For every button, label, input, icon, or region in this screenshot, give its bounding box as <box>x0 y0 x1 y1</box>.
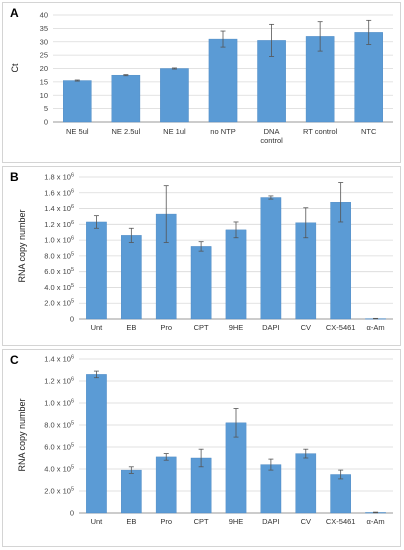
y-tick-label: 1.2 x 106 <box>44 377 74 386</box>
y-tick-label: 25 <box>40 51 48 60</box>
y-tick-label: 1.0 x 106 <box>44 399 74 408</box>
y-tick-label: 1.8 x 106 <box>44 173 74 182</box>
bar <box>63 80 92 123</box>
category-label: α-Am <box>367 517 385 526</box>
category-label: CPT <box>194 323 209 332</box>
panel-letter: C <box>10 353 19 367</box>
category-label: NE 5ul <box>66 127 89 136</box>
category-label: no NTP <box>210 127 235 136</box>
category-label: CV <box>301 517 311 526</box>
bar <box>190 246 212 320</box>
bar <box>86 221 107 320</box>
y-tick-label: 35 <box>40 24 48 33</box>
y-tick-label: 1.4 x 106 <box>44 355 74 364</box>
bar <box>155 456 177 514</box>
y-axis-title: RNA copy number <box>17 398 27 471</box>
bar <box>295 453 317 514</box>
y-tick-label: 1.6 x 106 <box>44 188 74 197</box>
category-label: RT control <box>303 127 338 136</box>
rna-copy-chart-b: 0 2.0 x 105 4.0 x 105 6.0 x 105 8.0 x 105 1.0… <box>17 173 393 332</box>
y-tick-label: 4.0 x 105 <box>44 283 74 292</box>
y-tick-label: 20 <box>40 64 48 73</box>
y-tick-label: 6.0 x 105 <box>44 443 74 452</box>
panel-a: A 0 5 10 15 20 25 30 35 40 Ct NE 5ul NE 2.5ul NE 1ul… <box>2 2 401 163</box>
category-label: 9HE <box>229 517 244 526</box>
y-tick-label: 1.0 x 106 <box>44 236 74 245</box>
y-tick-label: 1.4 x 106 <box>44 204 74 213</box>
category-label: NTC <box>361 127 377 136</box>
panel-letter: A <box>10 6 19 20</box>
y-tick-label: 1.2 x 106 <box>44 220 74 229</box>
y-tick-label: 2.0 x 105 <box>44 487 74 496</box>
y-tick-label: 5 <box>44 104 48 113</box>
y-axis-title: RNA copy number <box>17 209 27 282</box>
category-label: 9HE <box>229 323 244 332</box>
panel-letter: B <box>10 170 19 184</box>
category-label: CX-5461 <box>326 517 356 526</box>
category-label: DAPI <box>262 323 280 332</box>
bar <box>330 474 351 514</box>
category-label: NE 1ul <box>163 127 186 136</box>
category-label: DAPI <box>262 517 280 526</box>
bar <box>86 374 107 514</box>
y-tick-label: 40 <box>40 11 48 20</box>
bar <box>121 469 142 514</box>
bar <box>354 32 383 123</box>
y-tick-label: 10 <box>40 91 48 100</box>
y-tick-label: 8.0 x 105 <box>44 421 74 430</box>
category-label: control <box>260 136 283 145</box>
y-tick-label: 0 <box>44 118 48 127</box>
y-tick-label: 15 <box>40 77 48 86</box>
y-tick-label: 8.0 x 105 <box>44 251 74 260</box>
bar <box>260 464 282 514</box>
category-label: CPT <box>194 517 209 526</box>
y-tick-label: 0 <box>70 509 74 518</box>
y-tick-label: 30 <box>40 37 48 46</box>
y-tick-label: 2.0 x 105 <box>44 299 74 308</box>
y-tick-label: 0 <box>70 315 74 324</box>
y-tick-label: 4.0 x 105 <box>44 465 74 474</box>
y-axis-title: Ct <box>10 63 20 72</box>
bar <box>111 74 141 123</box>
bar <box>121 235 142 320</box>
panel-b: B 0 2.0 x 105 4.0 x 105 6.0 x 105 8.0 x 105 1… <box>2 166 401 346</box>
panel-c: C 0 2.0 x 105 4.0 x 105 6.0 x 105 8.0 x 105 1… <box>2 349 401 547</box>
category-label: EB <box>126 517 136 526</box>
bar <box>208 38 238 123</box>
bar <box>225 229 247 320</box>
rna-copy-chart-c: 0 2.0 x 105 4.0 x 105 6.0 x 105 8.0 x 105 1.0… <box>17 355 393 526</box>
category-label: NE 2.5ul <box>111 127 140 136</box>
category-label: Unt <box>91 517 104 526</box>
category-label: Unt <box>91 323 104 332</box>
y-tick-label: 6.0 x 105 <box>44 267 74 276</box>
bar <box>260 197 282 320</box>
category-label: CV <box>301 323 311 332</box>
ct-bar-chart: 0 5 10 15 20 25 30 35 40 Ct NE 5ul NE 2.5ul NE 1ul no… <box>10 11 393 145</box>
category-label: Pro <box>160 517 172 526</box>
category-label: DNA <box>264 127 280 136</box>
category-label: CX-5461 <box>326 323 356 332</box>
category-label: EB <box>126 323 136 332</box>
category-label: α-Am <box>367 323 385 332</box>
category-label: Pro <box>160 323 172 332</box>
bar <box>160 68 189 123</box>
